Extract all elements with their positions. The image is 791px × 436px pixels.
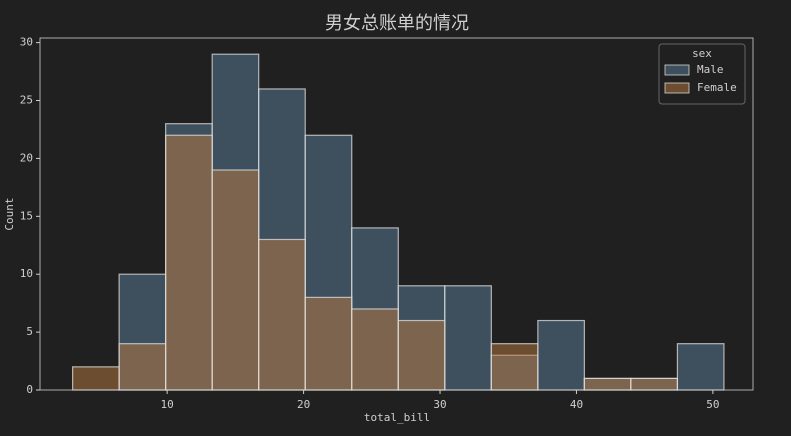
bar bbox=[490, 343, 539, 391]
bar bbox=[444, 285, 492, 391]
bar bbox=[537, 319, 585, 391]
x-tick-label: 50 bbox=[706, 398, 719, 411]
y-tick-label: 25 bbox=[20, 94, 33, 107]
y-tick-label: 10 bbox=[20, 267, 33, 280]
bar bbox=[72, 366, 120, 391]
legend-title: sex bbox=[692, 47, 712, 60]
bar bbox=[351, 308, 399, 391]
x-tick-label: 20 bbox=[297, 398, 310, 411]
y-tick-label: 15 bbox=[20, 209, 33, 222]
legend-label: Male bbox=[697, 63, 724, 76]
bar bbox=[258, 238, 306, 391]
y-tick-label: 30 bbox=[20, 36, 33, 49]
y-tick-label: 5 bbox=[26, 325, 33, 338]
bar bbox=[630, 377, 679, 391]
bar bbox=[583, 377, 632, 391]
bar bbox=[211, 169, 260, 391]
x-tick-label: 40 bbox=[570, 398, 583, 411]
legend-label: Female bbox=[697, 81, 737, 94]
chart-title: 男女总账单的情况 bbox=[325, 13, 469, 34]
plot-frame bbox=[39, 37, 754, 391]
x-tick-label: 10 bbox=[161, 398, 174, 411]
bar bbox=[165, 134, 213, 391]
legend-swatch bbox=[664, 64, 690, 76]
legend-swatch bbox=[664, 82, 690, 94]
x-axis-label: total_bill bbox=[364, 411, 430, 424]
y-axis-label: Count bbox=[3, 197, 16, 230]
y-tick-label: 20 bbox=[20, 151, 33, 164]
bar bbox=[304, 296, 353, 391]
x-tick-label: 30 bbox=[433, 398, 446, 411]
bar bbox=[118, 343, 167, 391]
y-tick-label: 0 bbox=[26, 383, 33, 396]
bar bbox=[397, 319, 446, 391]
bar bbox=[676, 343, 725, 391]
